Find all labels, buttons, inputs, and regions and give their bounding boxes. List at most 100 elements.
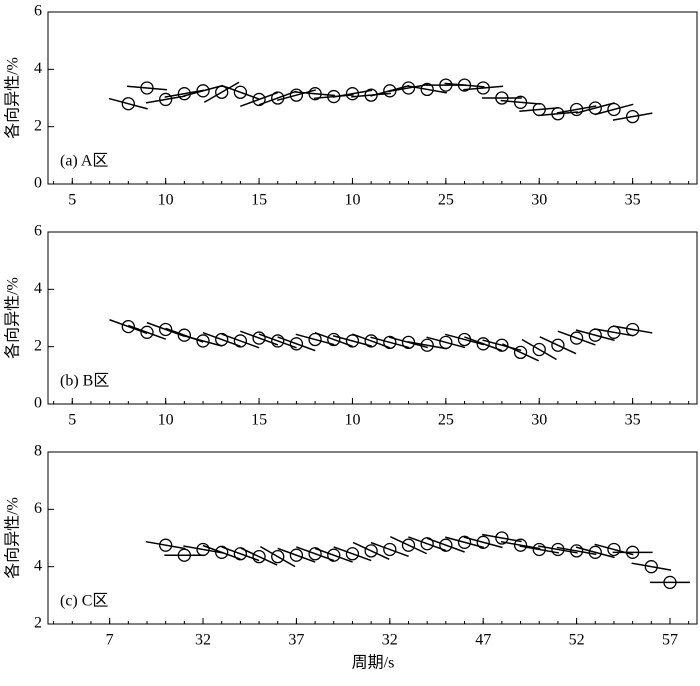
plot-frame [47, 451, 698, 625]
point [140, 325, 154, 339]
point [457, 78, 472, 92]
x-tick-label: 10 [344, 192, 360, 209]
point [196, 334, 210, 348]
point [177, 548, 192, 562]
point [196, 84, 210, 98]
point [457, 535, 472, 549]
point [420, 82, 434, 97]
point [439, 78, 453, 92]
x-tick-label: 52 [569, 632, 585, 649]
x-axis-title: 周期/s [352, 654, 395, 672]
point [532, 342, 546, 357]
point [327, 332, 341, 347]
point [252, 92, 266, 107]
point [644, 560, 658, 574]
point [476, 535, 490, 549]
panel-label: (b) B区 [60, 373, 109, 390]
point [289, 548, 304, 562]
direction-bar [370, 541, 409, 558]
direction-bar [183, 335, 223, 347]
direction-bar [314, 331, 353, 348]
y-tick-label: 8 [34, 443, 42, 460]
point [420, 338, 434, 352]
point [364, 88, 378, 102]
direction-bar [202, 544, 241, 560]
x-tick-label: 30 [531, 412, 547, 429]
y-tick-label: 4 [34, 280, 42, 297]
direction-bar [332, 335, 372, 347]
x-tick-label: 25 [438, 412, 454, 429]
point [308, 87, 322, 101]
x-tick-label: 15 [251, 412, 267, 429]
point [177, 328, 192, 342]
point [345, 334, 360, 348]
point [308, 332, 322, 347]
x-tick-label: 35 [625, 412, 641, 429]
y-tick-label: 0 [34, 395, 42, 412]
x-tick-label: 7 [106, 632, 114, 649]
x-tick-label: 10 [344, 412, 360, 429]
direction-bar [426, 336, 466, 349]
x-tick-label: 10 [158, 192, 174, 209]
point [345, 547, 360, 561]
point [364, 334, 378, 348]
point [196, 542, 210, 557]
direction-bar [539, 336, 577, 355]
point [271, 549, 285, 564]
point [439, 538, 453, 552]
point [551, 542, 565, 557]
y-tick-label: 2 [34, 337, 42, 354]
direction-bar [295, 333, 335, 346]
direction-bar [482, 339, 522, 352]
x-tick-label: 35 [625, 192, 641, 209]
y-tick-label: 2 [34, 615, 42, 632]
point [588, 545, 602, 559]
point [121, 319, 135, 334]
point [159, 538, 173, 552]
point [439, 335, 453, 350]
point [551, 107, 565, 121]
direction-bar [575, 329, 615, 342]
direction-bar [463, 536, 503, 549]
direction-bar [332, 89, 373, 98]
direction-bar [612, 325, 653, 334]
direction-bar [594, 103, 634, 116]
point [383, 335, 397, 350]
x-tick-label: 32 [382, 632, 398, 649]
direction-bar [408, 536, 447, 552]
direction-bar [240, 547, 278, 566]
point [495, 531, 509, 545]
y-tick-label: 6 [34, 500, 42, 517]
point [569, 331, 584, 345]
direction-bar [463, 85, 504, 91]
direction-bar [407, 341, 447, 350]
point [364, 544, 378, 558]
point [252, 331, 266, 345]
point [215, 85, 229, 99]
point [476, 81, 490, 95]
point [569, 544, 584, 558]
y-axis-title: 各向异性/% [4, 277, 22, 359]
point [607, 542, 621, 557]
point [233, 85, 248, 99]
point [252, 549, 266, 564]
direction-bar [612, 112, 653, 121]
point [569, 102, 584, 117]
x-tick-label: 5 [68, 412, 76, 429]
direction-bar [277, 547, 316, 563]
point [215, 545, 229, 559]
point [159, 322, 173, 337]
x-tick-label: 5 [68, 192, 76, 209]
point [233, 547, 248, 561]
y-tick-label: 0 [34, 175, 42, 192]
x-tick-label: 30 [531, 192, 547, 209]
point [289, 88, 304, 102]
point [233, 334, 248, 348]
point [345, 87, 360, 101]
x-tick-label: 15 [251, 192, 267, 209]
x-tick-label: 32 [195, 632, 211, 649]
x-tick-label: 47 [475, 632, 491, 649]
plot-frame [47, 231, 698, 405]
point [495, 338, 509, 352]
